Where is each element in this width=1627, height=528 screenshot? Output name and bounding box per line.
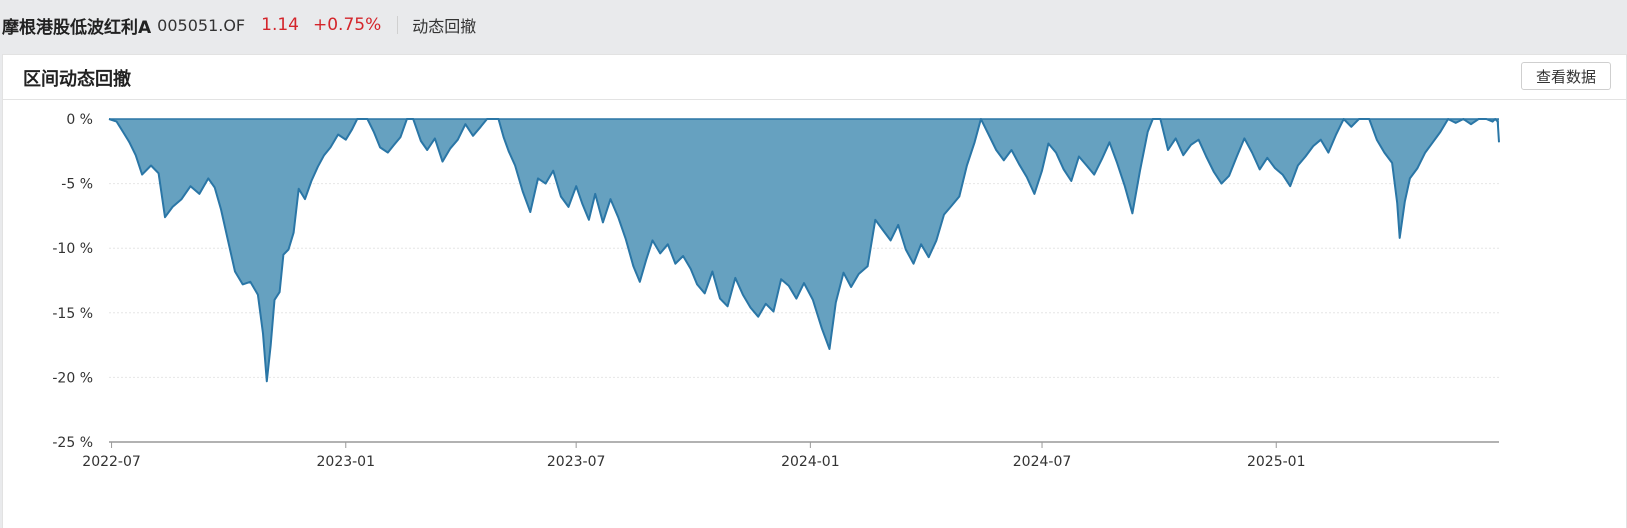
fund-change: +0.75% [313,15,382,35]
y-tick-label: -5 % [61,177,93,193]
fund-price: 1.14 [261,15,299,35]
x-tick-label: 2025-01 [1247,454,1306,470]
drawdown-chart: 0 % -5 % -10 % -15 % -20 % -25 % 2022-07 2023-0… [52,112,1500,470]
x-tick-label: 2024-07 [1013,454,1072,470]
y-tick-label: -15 % [52,306,93,322]
fund-name: 摩根港股低波红利A [2,17,152,38]
drawdown-area [109,119,1499,382]
y-tick-label: -25 % [52,435,93,451]
x-tick-label: 2023-01 [317,454,376,470]
drawdown-card: 区间动态回撤 查看数据 0 % -5 % -10 % -15 % -20 % -25 % 2… [2,54,1627,528]
y-tick-label: -20 % [52,370,93,386]
x-tick-label: 2023-07 [547,454,606,470]
y-tick-label: -10 % [52,241,93,257]
x-tick-label: 2022-07 [82,454,141,470]
x-tick-label: 2024-01 [781,454,840,470]
card-header: 区间动态回撤 查看数据 [3,55,1626,100]
divider [397,16,399,34]
top-bar: 摩根港股低波红利A 005051.OF 1.14 +0.75% 动态回撤 [0,0,1627,50]
card-title: 区间动态回撤 [23,69,131,90]
axes: 0 % -5 % -10 % -15 % -20 % -25 % 2022-07 2023-0… [52,112,1499,470]
y-tick-label: 0 % [66,112,93,128]
fund-code: 005051.OF [157,15,246,35]
tab-drawdown[interactable]: 动态回撤 [412,17,477,36]
view-data-button[interactable]: 查看数据 [1520,62,1611,90]
drawdown-line [108,118,1500,383]
